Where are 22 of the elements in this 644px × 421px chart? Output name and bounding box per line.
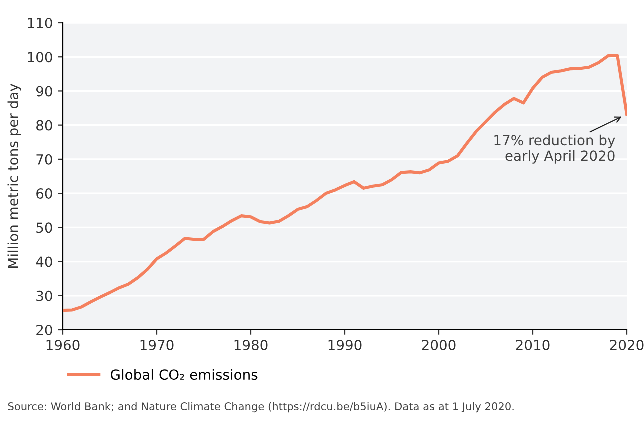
x-tick-label: 1990 — [328, 340, 362, 350]
x-tick-label: 1980 — [234, 340, 268, 350]
legend-label: Global CO₂ emissions — [111, 369, 258, 380]
y-tick-label: 60 — [36, 188, 52, 200]
y-axis-title: Million metric tons per day — [8, 84, 22, 268]
x-tick-label: 1970 — [140, 340, 174, 350]
y-tick-label: 100 — [28, 52, 52, 63]
y-tick-label: 80 — [36, 120, 52, 131]
x-tick-label: 2010 — [516, 340, 550, 350]
y-tick-label: 50 — [36, 222, 52, 234]
y-tick-label: 110 — [28, 18, 52, 28]
y-tick-label: 30 — [36, 290, 52, 302]
y-tick-label: 90 — [36, 86, 52, 97]
y-tick-label: 40 — [36, 256, 52, 268]
x-tick-label: 2000 — [422, 340, 456, 350]
annotation: 17% reduction by early April 2020 — [494, 134, 616, 164]
y-tick-label: 70 — [36, 154, 52, 165]
line-series — [63, 54, 627, 312]
x-tick-label: 2020 — [610, 340, 644, 350]
source-note: Source: World Bank; and Nature Climate Change (https://rdcu.be/b5iuA). Data as at 1 July 2020. — [8, 402, 514, 413]
y-tick-label: 20 — [36, 324, 52, 336]
x-tick-label: 1960 — [46, 340, 80, 350]
